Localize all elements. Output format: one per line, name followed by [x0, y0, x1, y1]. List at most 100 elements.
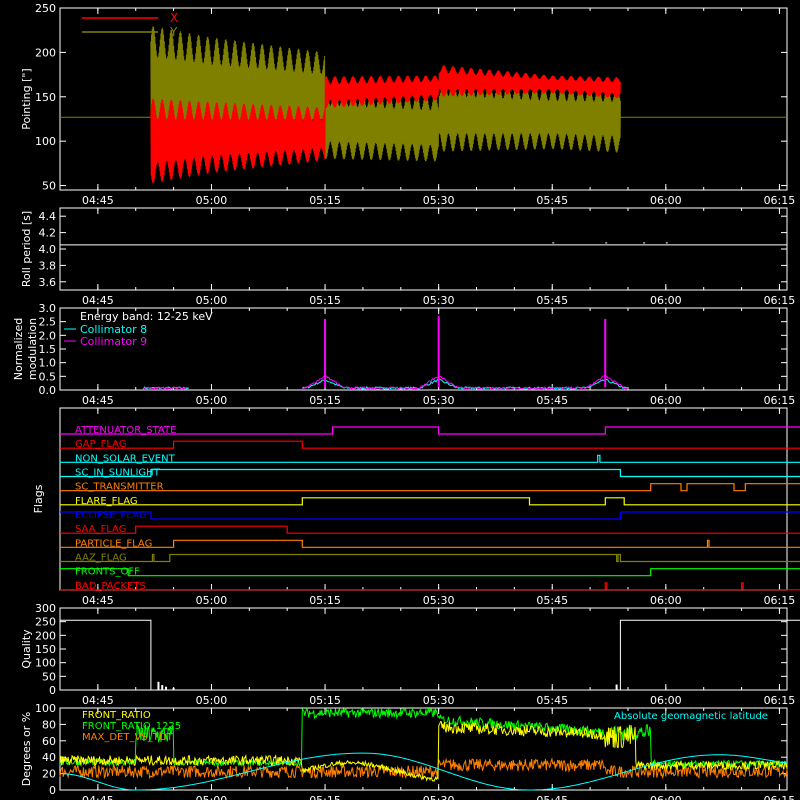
pointing-xtick-label: 04:45	[82, 194, 114, 207]
modulation-legend-label: Collimator 8	[80, 323, 147, 336]
flag-label-fronts_off: FRONTS_OFF	[75, 567, 140, 578]
modulation-xtick-label: 06:00	[650, 394, 682, 407]
flag-label-aaz_flag: AAZ_FLAG	[75, 553, 127, 564]
roll-ytick-label: 4.0	[39, 243, 57, 256]
quality-xtick-label: 05:00	[196, 694, 228, 707]
quality-ytick-label: 250	[35, 616, 56, 629]
modulation-ytick-label: 2.0	[39, 329, 57, 342]
modulation-series-1	[302, 374, 629, 390]
flag-line-eclipse_flag	[60, 511, 800, 520]
flag-line-bad_packets	[60, 582, 800, 591]
flag-line-sc_in_sunlight	[60, 468, 800, 478]
quality-xtick-label: 06:00	[650, 694, 682, 707]
modulation-xtick-label: 05:15	[309, 394, 341, 407]
flag-line-non_solar_event	[60, 454, 800, 463]
modulation-ytick-label: 2.5	[39, 316, 57, 329]
quality-xtick-label: 04:45	[82, 694, 114, 707]
ratios-legend-label: FRONT_RATIO_1225	[82, 721, 181, 732]
quality-ytick-label: 100	[35, 657, 56, 670]
ratios-legend-label: MAX_DET_VS_TOT	[82, 732, 174, 743]
quality-ytick-label: 300	[35, 602, 56, 615]
quality-line	[60, 619, 800, 691]
roll-xtick-label: 05:45	[536, 294, 568, 307]
flag-label-sc_in_sunlight: SC_IN_SUNLIGHT	[75, 468, 161, 479]
pointing-xtick-label: 05:00	[196, 194, 228, 207]
flag-line-attenuator_state	[60, 426, 800, 435]
flag-line-fronts_off	[60, 568, 800, 577]
modulation-ytick-label: 0.5	[39, 370, 57, 383]
ratios-ytick-label: 100	[35, 702, 56, 715]
quality-ytick-label: 50	[42, 670, 56, 683]
pointing-ytick-label: 250	[35, 2, 56, 15]
flag-label-sc_transmitter: SC_TRANSMITTER	[75, 482, 164, 493]
ratios-ytick-label: 80	[42, 718, 56, 731]
roll-xtick-label: 04:45	[82, 294, 114, 307]
ratios-xtick-label: 06:00	[650, 794, 682, 800]
pointing-xtick-label: 06:00	[650, 194, 682, 207]
ratios-geomag-line	[60, 752, 788, 791]
ratios-ytick-label: 20	[42, 768, 56, 781]
quality-ylabel: Quality	[20, 629, 33, 669]
ratios-legend-label: FRONT_RATIO	[82, 710, 151, 721]
pointing-ytick-label: 50	[42, 180, 56, 193]
ratios-series-2	[59, 757, 788, 780]
roll-ytick-label: 3.8	[39, 259, 57, 272]
pointing-xtick-label: 05:45	[536, 194, 568, 207]
flag-label-flare_flag: FLARE_FLAG	[75, 496, 138, 507]
ratios-frame	[59, 707, 788, 791]
flag-label-particle_flag: PARTICLE_FLAG	[75, 538, 152, 549]
modulation-ylabel-line1: Normalized	[12, 318, 25, 380]
pointing-ytick-label: 150	[35, 91, 56, 104]
flags-xtick-label: 05:30	[423, 594, 455, 607]
pointing-xtick-label: 05:15	[309, 194, 341, 207]
modulation-ytick-label: 1.5	[39, 343, 57, 356]
flag-line-gap_flag	[60, 440, 800, 449]
roll-ytick-label: 4.2	[39, 227, 57, 240]
modulation-xtick-label: 05:00	[196, 394, 228, 407]
roll-xtick-label: 05:00	[196, 294, 228, 307]
quality-xtick-label: 05:30	[423, 694, 455, 707]
roll-xtick-label: 06:15	[764, 294, 796, 307]
modulation-ytick-label: 0.0	[39, 384, 57, 397]
quality-xtick-label: 05:15	[309, 694, 341, 707]
modulation-ytick-label: 3.0	[39, 302, 57, 315]
flags-xtick-label: 06:15	[764, 594, 796, 607]
flag-label-eclipse_flag: ECLIPSE_FLAG	[75, 510, 146, 521]
flag-label-attenuator_state: ATTENUATOR_STATE	[75, 425, 176, 436]
roll-xtick-label: 06:00	[650, 294, 682, 307]
roll-ylabel: Roll period [s]	[20, 211, 33, 287]
flags-xtick-label: 04:45	[82, 594, 114, 607]
ratios-xtick-label: 05:15	[309, 794, 341, 800]
modulation-xtick-label: 06:15	[764, 394, 796, 407]
flag-line-aaz_flag	[60, 553, 800, 563]
quality-ytick-label: 200	[35, 629, 56, 642]
flag-line-sc_transmitter	[60, 483, 800, 492]
modulation-xtick-label: 05:30	[423, 394, 455, 407]
pointing-frame	[59, 7, 788, 191]
flag-label-gap_flag: GAP_FLAG	[75, 439, 127, 450]
pointing-legend-label: X	[170, 11, 178, 25]
modulation-legend-label: Collimator 9	[80, 335, 147, 348]
quality-ytick-label: 0	[49, 684, 56, 697]
flags-xtick-label: 06:00	[650, 594, 682, 607]
ratios-xtick-label: 05:30	[423, 794, 455, 800]
modulation-series-1	[143, 386, 189, 390]
ratios-legend-geomag: Absolute geomagnetic latitude	[614, 711, 768, 722]
quality-xtick-label: 05:45	[536, 694, 568, 707]
roll-xtick-label: 05:30	[423, 294, 455, 307]
modulation-ytick-label: 1.0	[39, 357, 57, 370]
flags-xtick-label: 05:15	[309, 594, 341, 607]
ratios-ytick-label: 60	[42, 735, 56, 748]
modulation-legend-title: Energy band: 12-25 keV	[80, 310, 213, 323]
pointing-legend-label: Y	[169, 25, 178, 39]
pointing-ytick-label: 100	[35, 135, 56, 148]
flags-ylabel: Flags	[32, 484, 45, 513]
modulation-xtick-label: 04:45	[82, 394, 114, 407]
flag-line-particle_flag	[60, 539, 800, 548]
ratios-xtick-label: 05:00	[196, 794, 228, 800]
flags-xtick-label: 05:45	[536, 594, 568, 607]
ratios-ytick-label: 40	[42, 751, 56, 764]
roll-ytick-label: 4.4	[39, 210, 57, 223]
